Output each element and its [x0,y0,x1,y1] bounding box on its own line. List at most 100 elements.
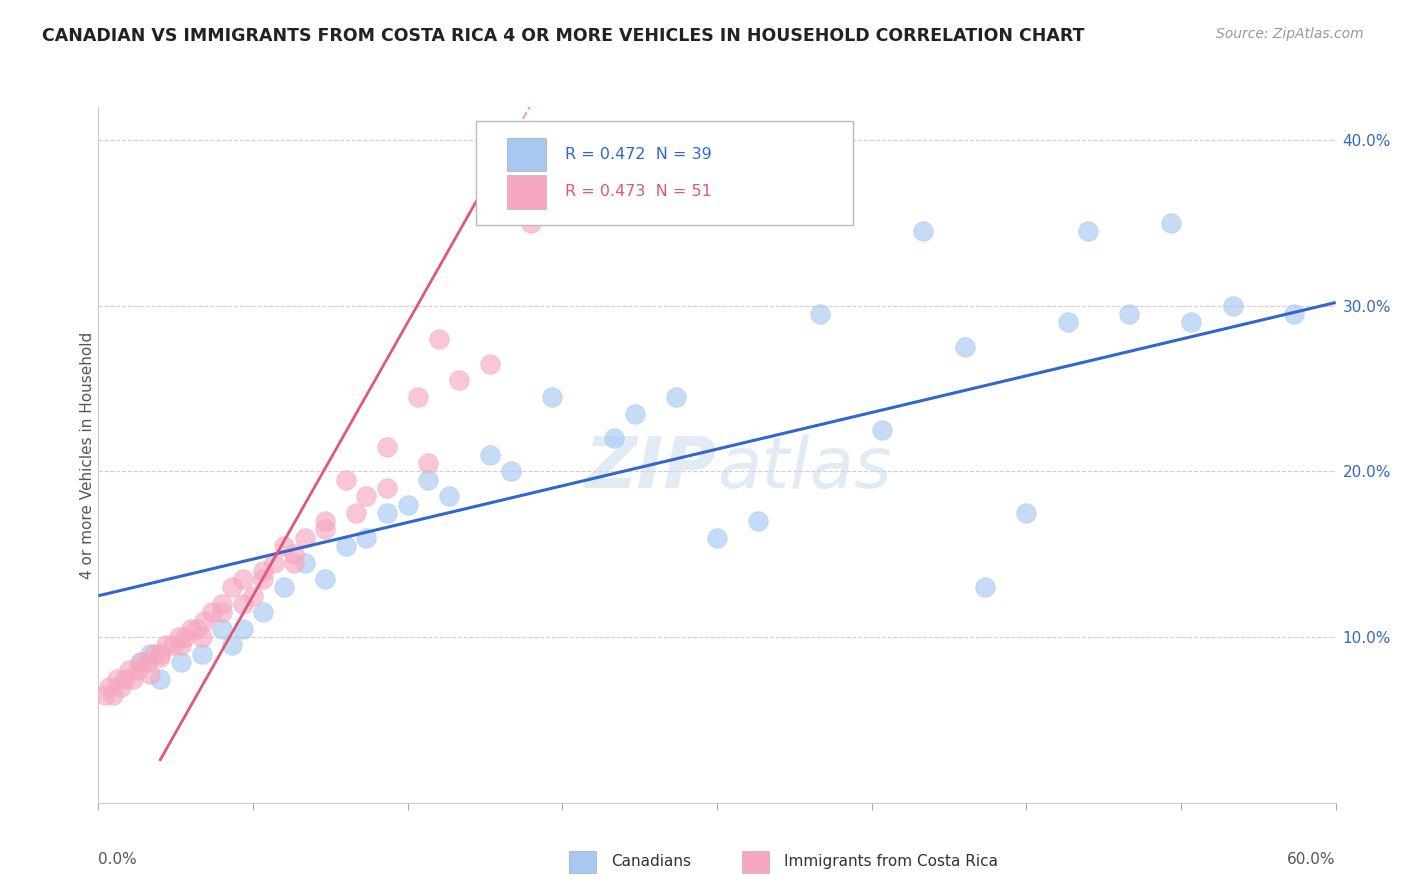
Point [273,581,295,595]
Point [167,630,190,644]
Point [396,498,419,512]
Point [170,639,193,653]
Point [162,639,184,653]
Text: atlas: atlas [717,434,891,503]
Point [1118,307,1140,321]
Text: Canadians: Canadians [610,855,690,870]
Point [232,572,254,586]
Point [541,390,564,404]
Point [418,473,440,487]
Point [186,622,208,636]
Point [283,547,305,561]
Point [1077,224,1099,238]
Point [97,680,120,694]
Point [406,390,429,404]
Point [139,647,162,661]
Point [242,589,264,603]
Point [335,473,357,487]
Point [356,489,378,503]
Point [122,672,145,686]
Point [221,581,243,595]
Point [149,650,172,665]
Point [437,489,460,503]
Text: 0.0%: 0.0% [98,852,138,866]
Point [127,663,149,677]
Point [335,539,357,553]
Point [180,622,202,636]
FancyBboxPatch shape [475,121,853,226]
Point [252,605,274,619]
Point [1160,216,1182,230]
Point [252,572,274,586]
Point [149,647,172,661]
Point [105,672,128,686]
Point [1284,307,1306,321]
Point [136,655,159,669]
Point [314,514,336,528]
Point [155,639,177,653]
Point [449,373,471,387]
Text: Source: ZipAtlas.com: Source: ZipAtlas.com [1216,27,1364,41]
Point [344,506,367,520]
Point [1222,299,1244,313]
Point [283,556,305,570]
Point [375,506,398,520]
Point [110,680,132,694]
Point [1180,315,1202,329]
Point [93,688,115,702]
Point [211,605,233,619]
Point [114,672,136,686]
Text: 60.0%: 60.0% [1288,852,1336,866]
Point [520,216,543,230]
Point [375,440,398,454]
Point [294,556,316,570]
Point [706,531,728,545]
Point [953,340,976,354]
Point [665,390,688,404]
Point [139,666,162,681]
Point [808,307,831,321]
Point [149,672,172,686]
Bar [506,175,547,209]
Point [211,597,233,611]
Point [201,605,224,619]
Point [294,531,316,545]
Point [747,514,769,528]
Point [314,572,336,586]
Point [143,647,166,661]
Point [211,622,233,636]
Point [263,556,285,570]
Point [974,581,997,595]
Point [1015,506,1038,520]
Point [252,564,274,578]
Point [273,539,295,553]
Text: ZIP: ZIP [585,434,717,503]
Point [174,630,197,644]
Point [101,688,124,702]
Point [499,465,522,479]
Point [603,431,626,445]
Point [623,407,645,421]
Point [190,630,212,644]
Point [479,357,502,371]
Text: CANADIAN VS IMMIGRANTS FROM COSTA RICA 4 OR MORE VEHICLES IN HOUSEHOLD CORRELATI: CANADIAN VS IMMIGRANTS FROM COSTA RICA 4… [42,27,1084,45]
Point [356,531,378,545]
Bar [506,137,547,171]
Bar [742,851,769,873]
Point [193,614,215,628]
Point [232,622,254,636]
Point [118,663,141,677]
Point [375,481,398,495]
Point [190,647,212,661]
Point [221,639,243,653]
Point [418,456,440,470]
Text: R = 0.472  N = 39: R = 0.472 N = 39 [565,147,711,161]
Point [479,448,502,462]
Text: Immigrants from Costa Rica: Immigrants from Costa Rica [785,855,998,870]
Point [1056,315,1078,329]
Point [870,423,893,437]
Bar [568,851,596,873]
Point [128,655,150,669]
Point [170,655,193,669]
Point [427,332,450,346]
